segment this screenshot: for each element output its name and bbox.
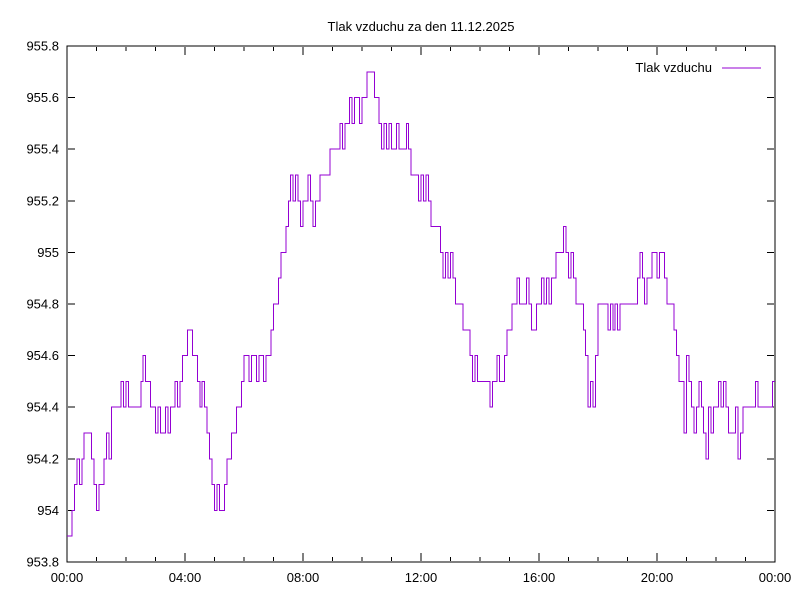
svg-text:12:00: 12:00 xyxy=(405,570,438,585)
legend-label: Tlak vzduchu xyxy=(635,60,712,75)
svg-text:955.2: 955.2 xyxy=(26,193,59,208)
svg-text:04:00: 04:00 xyxy=(169,570,202,585)
svg-text:00:00: 00:00 xyxy=(759,570,792,585)
svg-text:00:00: 00:00 xyxy=(51,570,84,585)
svg-text:16:00: 16:00 xyxy=(523,570,556,585)
svg-text:955.4: 955.4 xyxy=(26,142,59,157)
svg-text:20:00: 20:00 xyxy=(641,570,674,585)
plot-area: 953.8 954 954.2 954.4 954.6 954.8 955 955.2 955.… xyxy=(26,39,791,586)
svg-text:955.6: 955.6 xyxy=(26,90,59,105)
svg-text:954: 954 xyxy=(37,503,59,518)
svg-text:954.6: 954.6 xyxy=(26,348,59,363)
svg-text:954.4: 954.4 xyxy=(26,400,59,415)
chart-title: Tlak vzduchu za den 11.12.2025 xyxy=(328,19,515,34)
svg-text:955: 955 xyxy=(37,245,59,260)
svg-text:955.8: 955.8 xyxy=(26,39,59,54)
svg-text:953.8: 953.8 xyxy=(26,555,59,570)
svg-text:954.2: 954.2 xyxy=(26,451,59,466)
svg-text:08:00: 08:00 xyxy=(287,570,320,585)
svg-text:954.8: 954.8 xyxy=(26,297,59,312)
